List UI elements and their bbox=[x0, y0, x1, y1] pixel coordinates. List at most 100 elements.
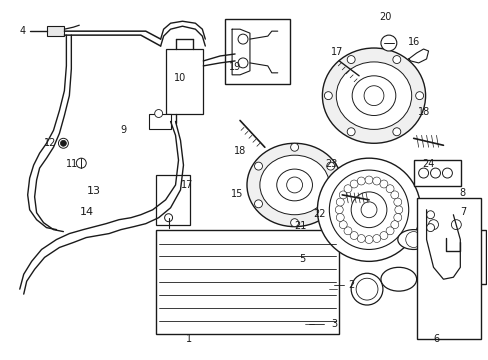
Text: 12: 12 bbox=[44, 138, 57, 148]
Circle shape bbox=[336, 213, 344, 221]
Circle shape bbox=[164, 214, 172, 222]
Circle shape bbox=[238, 58, 247, 68]
Circle shape bbox=[238, 34, 247, 44]
Circle shape bbox=[442, 168, 451, 178]
Text: 14: 14 bbox=[80, 207, 94, 217]
Ellipse shape bbox=[276, 169, 312, 201]
Circle shape bbox=[445, 252, 454, 262]
Circle shape bbox=[364, 86, 383, 105]
Bar bbox=[165, 49, 203, 113]
Circle shape bbox=[380, 35, 396, 51]
Circle shape bbox=[418, 168, 427, 178]
Text: 21: 21 bbox=[293, 221, 306, 231]
Ellipse shape bbox=[246, 143, 342, 227]
Ellipse shape bbox=[336, 62, 411, 129]
Text: 8: 8 bbox=[459, 188, 465, 198]
Circle shape bbox=[357, 177, 365, 185]
Circle shape bbox=[393, 213, 401, 221]
Circle shape bbox=[59, 138, 68, 148]
Circle shape bbox=[426, 211, 434, 219]
Circle shape bbox=[346, 55, 354, 63]
Circle shape bbox=[344, 185, 351, 193]
Circle shape bbox=[365, 235, 372, 243]
Text: 23: 23 bbox=[325, 159, 337, 169]
Bar bbox=[413, 160, 460, 186]
Circle shape bbox=[76, 158, 86, 168]
Circle shape bbox=[390, 221, 398, 229]
Text: 11: 11 bbox=[66, 159, 78, 169]
Circle shape bbox=[349, 180, 357, 188]
Bar bbox=[46, 26, 64, 36]
Circle shape bbox=[429, 168, 440, 178]
Bar bbox=[155, 175, 190, 225]
Text: 17: 17 bbox=[181, 180, 193, 190]
Circle shape bbox=[386, 227, 393, 235]
Circle shape bbox=[339, 221, 346, 229]
Circle shape bbox=[456, 239, 467, 248]
Circle shape bbox=[426, 224, 434, 231]
Text: 4: 4 bbox=[19, 26, 25, 36]
Ellipse shape bbox=[397, 230, 428, 249]
Circle shape bbox=[450, 220, 460, 230]
Circle shape bbox=[290, 219, 298, 227]
Circle shape bbox=[357, 235, 365, 243]
Circle shape bbox=[154, 109, 163, 117]
Text: 5: 5 bbox=[299, 253, 305, 264]
Text: 9: 9 bbox=[120, 125, 126, 135]
Circle shape bbox=[393, 198, 401, 206]
Bar bbox=[416, 198, 480, 339]
Circle shape bbox=[346, 128, 354, 136]
Circle shape bbox=[415, 92, 423, 100]
Circle shape bbox=[390, 191, 398, 199]
Text: 18: 18 bbox=[233, 147, 245, 157]
Text: 16: 16 bbox=[407, 37, 420, 48]
Circle shape bbox=[349, 231, 357, 239]
Circle shape bbox=[405, 231, 421, 247]
Text: 6: 6 bbox=[432, 334, 438, 344]
Circle shape bbox=[324, 92, 332, 100]
Bar bbox=[224, 19, 289, 84]
Circle shape bbox=[392, 55, 400, 63]
Circle shape bbox=[326, 200, 334, 208]
Circle shape bbox=[335, 206, 343, 214]
Circle shape bbox=[339, 191, 346, 199]
Text: 24: 24 bbox=[422, 159, 434, 169]
Circle shape bbox=[290, 143, 298, 151]
Text: 20: 20 bbox=[378, 13, 390, 22]
Circle shape bbox=[254, 200, 262, 208]
Text: 10: 10 bbox=[174, 73, 186, 83]
Circle shape bbox=[372, 177, 380, 185]
Circle shape bbox=[392, 128, 400, 136]
Circle shape bbox=[254, 162, 262, 170]
Text: 22: 22 bbox=[313, 209, 325, 219]
Text: 17: 17 bbox=[330, 47, 342, 57]
Text: 13: 13 bbox=[87, 186, 101, 196]
Circle shape bbox=[365, 176, 372, 184]
Text: 7: 7 bbox=[459, 207, 465, 217]
Circle shape bbox=[355, 278, 377, 300]
Ellipse shape bbox=[322, 48, 425, 143]
Text: 18: 18 bbox=[417, 107, 429, 117]
Text: 3: 3 bbox=[330, 319, 337, 329]
Circle shape bbox=[61, 140, 66, 146]
Ellipse shape bbox=[380, 267, 416, 291]
Circle shape bbox=[328, 170, 408, 249]
Ellipse shape bbox=[259, 155, 328, 215]
Circle shape bbox=[317, 158, 420, 261]
Circle shape bbox=[427, 220, 438, 230]
Circle shape bbox=[379, 231, 387, 239]
Circle shape bbox=[336, 198, 344, 206]
Ellipse shape bbox=[351, 76, 395, 116]
Circle shape bbox=[286, 177, 302, 193]
Circle shape bbox=[360, 202, 376, 218]
Circle shape bbox=[350, 192, 386, 228]
Text: 19: 19 bbox=[228, 63, 241, 72]
Circle shape bbox=[344, 227, 351, 235]
Bar bbox=[155, 230, 339, 334]
Circle shape bbox=[394, 206, 402, 214]
Circle shape bbox=[350, 273, 382, 305]
Text: 2: 2 bbox=[347, 280, 354, 291]
Text: 1: 1 bbox=[185, 334, 191, 344]
Circle shape bbox=[379, 180, 387, 188]
Bar bbox=[438, 230, 485, 284]
